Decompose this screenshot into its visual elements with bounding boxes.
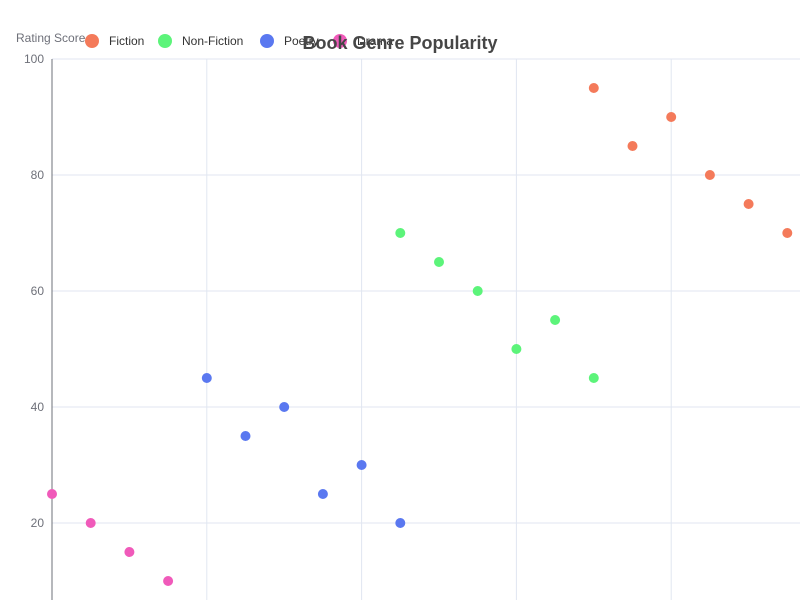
- legend-marker-icon: [260, 34, 274, 48]
- legend-item-non-fiction[interactable]: Non-Fiction: [158, 34, 243, 48]
- legend-marker-icon: [333, 34, 347, 48]
- legend-marker-icon: [158, 34, 172, 48]
- legend-item-drama[interactable]: Drama: [333, 34, 393, 48]
- data-point-non-fiction: [395, 228, 406, 238]
- legend[interactable]: Fiction Non-Fiction Poetry Drama: [85, 34, 393, 48]
- grid-lines: [52, 58, 800, 600]
- data-point-poetry: [317, 489, 328, 499]
- data-point-non-fiction: [550, 315, 561, 325]
- data-point-poetry: [201, 373, 212, 383]
- y-tick-label: 40: [31, 400, 45, 414]
- data-point-fiction: [782, 228, 793, 238]
- data-point-fiction: [704, 170, 715, 180]
- axes: 20 40 60 80 100: [24, 52, 53, 600]
- data-point-drama: [124, 547, 135, 557]
- y-tick-label: 100: [24, 52, 44, 66]
- data-points: [47, 83, 793, 586]
- legend-label: Drama: [357, 34, 393, 48]
- data-point-fiction: [627, 141, 638, 151]
- legend-label: Fiction: [109, 34, 144, 48]
- data-point-fiction: [666, 112, 677, 122]
- data-point-non-fiction: [434, 257, 444, 267]
- y-tick-label: 80: [31, 168, 45, 182]
- chart-title: Book Genre Popularity: [302, 33, 497, 53]
- data-point-drama: [85, 518, 96, 528]
- y-tick-label: 60: [31, 284, 45, 298]
- data-point-fiction: [743, 199, 754, 209]
- data-point-drama: [163, 576, 174, 586]
- data-point-non-fiction: [588, 373, 599, 383]
- legend-label: Non-Fiction: [182, 34, 243, 48]
- data-point-fiction: [588, 83, 599, 93]
- data-point-poetry: [279, 402, 290, 412]
- y-axis-title: Rating Score: [16, 31, 86, 45]
- data-point-poetry: [240, 431, 251, 441]
- data-point-drama: [47, 489, 57, 499]
- legend-label: Poetry: [284, 34, 319, 48]
- legend-item-poetry[interactable]: Poetry: [260, 34, 319, 48]
- data-point-non-fiction: [511, 344, 522, 354]
- data-point-poetry: [395, 518, 406, 528]
- legend-item-fiction[interactable]: Fiction: [85, 34, 144, 48]
- y-tick-label: 20: [31, 516, 45, 530]
- legend-marker-icon: [85, 34, 99, 48]
- data-point-non-fiction: [472, 286, 483, 296]
- data-point-poetry: [356, 460, 367, 470]
